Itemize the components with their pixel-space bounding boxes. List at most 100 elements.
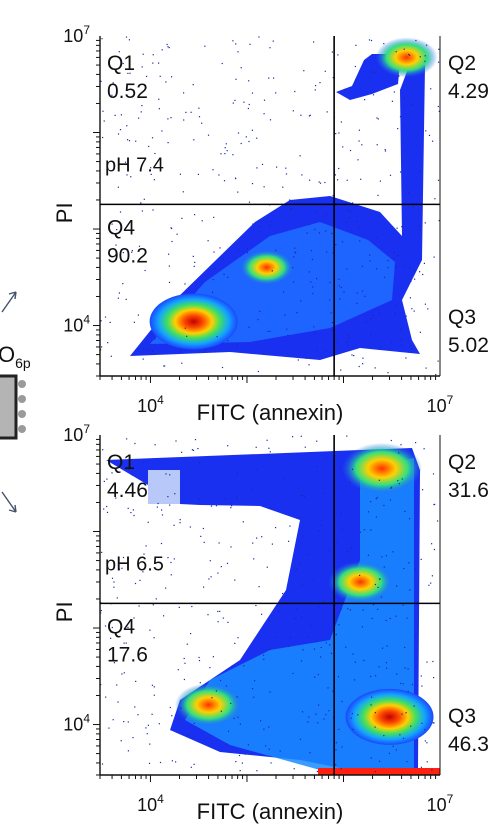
event-dot xyxy=(198,116,201,118)
event-dot xyxy=(198,656,200,659)
event-dot xyxy=(314,228,316,231)
event-dot xyxy=(376,144,378,146)
event-dot xyxy=(261,613,263,615)
event-dot xyxy=(403,567,405,570)
event-dot xyxy=(151,137,154,139)
event-dot xyxy=(268,507,271,509)
event-dot xyxy=(409,589,411,591)
event-dot xyxy=(390,487,392,489)
event-dot xyxy=(226,743,228,745)
event-dot xyxy=(356,220,358,222)
event-dot xyxy=(423,448,425,450)
event-dot xyxy=(256,770,258,772)
event-dot xyxy=(398,75,400,77)
event-dot xyxy=(384,150,387,152)
event-dot xyxy=(219,679,222,682)
event-dot xyxy=(212,291,214,293)
event-dot xyxy=(361,265,363,267)
event-dot xyxy=(331,51,333,53)
event-dot xyxy=(356,302,358,304)
event-dot xyxy=(340,286,342,289)
event-dot xyxy=(389,499,392,501)
event-dot xyxy=(170,227,172,229)
event-dot xyxy=(167,142,169,144)
event-dot xyxy=(235,43,237,45)
event-dot xyxy=(147,724,149,726)
event-dot xyxy=(139,579,141,581)
event-dot xyxy=(168,265,170,267)
event-dot xyxy=(117,133,120,135)
event-dot xyxy=(223,180,226,182)
event-dot xyxy=(421,685,423,687)
event-dot xyxy=(171,227,173,230)
event-dot xyxy=(170,117,172,119)
event-dot xyxy=(133,514,135,517)
event-dot xyxy=(325,350,328,352)
event-dot xyxy=(230,507,232,509)
event-dot xyxy=(134,582,137,585)
event-dot xyxy=(191,449,193,451)
event-dot xyxy=(316,770,318,773)
event-dot xyxy=(294,618,296,620)
event-dot xyxy=(337,179,339,181)
event-dot xyxy=(146,733,148,735)
event-dot xyxy=(105,696,107,698)
event-dot xyxy=(142,53,144,55)
event-dot xyxy=(397,128,399,130)
event-dot xyxy=(193,722,195,724)
event-dot xyxy=(226,562,229,564)
population-hotspot xyxy=(149,293,238,350)
event-dot xyxy=(306,636,308,638)
event-dot xyxy=(200,535,202,537)
event-dot xyxy=(409,267,411,269)
event-dot xyxy=(101,346,103,348)
event-dot xyxy=(271,543,273,545)
event-dot xyxy=(158,723,160,725)
event-dot xyxy=(310,625,312,627)
event-dot xyxy=(362,357,364,359)
event-dot xyxy=(407,690,409,692)
event-dot xyxy=(256,137,258,139)
event-dot xyxy=(119,129,122,131)
event-dot xyxy=(215,505,218,507)
event-dot xyxy=(348,334,350,336)
event-dot xyxy=(388,752,390,754)
event-dot xyxy=(171,76,173,78)
event-dot xyxy=(384,276,386,278)
event-dot xyxy=(404,646,406,649)
event-dot xyxy=(278,610,280,612)
event-dot xyxy=(227,276,229,278)
event-dot xyxy=(234,99,236,101)
event-dot xyxy=(252,542,254,544)
event-dot xyxy=(125,298,127,300)
event-dot xyxy=(424,729,426,731)
event-dot xyxy=(346,179,348,181)
event-dot xyxy=(405,357,407,359)
event-dot xyxy=(324,70,326,72)
event-dot xyxy=(100,80,102,82)
event-dot xyxy=(285,167,287,169)
event-dot xyxy=(163,615,165,617)
event-dot xyxy=(412,206,414,208)
event-dot xyxy=(370,334,372,336)
quadrant-percent: 90.2 xyxy=(107,244,148,267)
quadrant-percent: 17.6 xyxy=(107,643,148,666)
event-dot xyxy=(377,608,379,610)
event-dot xyxy=(116,229,118,231)
event-dot xyxy=(383,504,385,507)
event-dot xyxy=(398,483,400,485)
event-dot xyxy=(175,440,177,442)
event-dot xyxy=(410,344,412,346)
event-dot xyxy=(192,255,194,257)
event-dot xyxy=(438,220,440,222)
event-dot xyxy=(405,315,407,317)
event-dot xyxy=(354,661,356,663)
event-dot xyxy=(183,119,185,121)
event-dot xyxy=(396,227,398,229)
event-dot xyxy=(424,740,426,742)
event-dot xyxy=(390,439,392,442)
event-dot xyxy=(391,341,393,343)
event-dot xyxy=(218,174,220,176)
event-dot xyxy=(160,542,163,545)
event-dot xyxy=(197,448,199,450)
